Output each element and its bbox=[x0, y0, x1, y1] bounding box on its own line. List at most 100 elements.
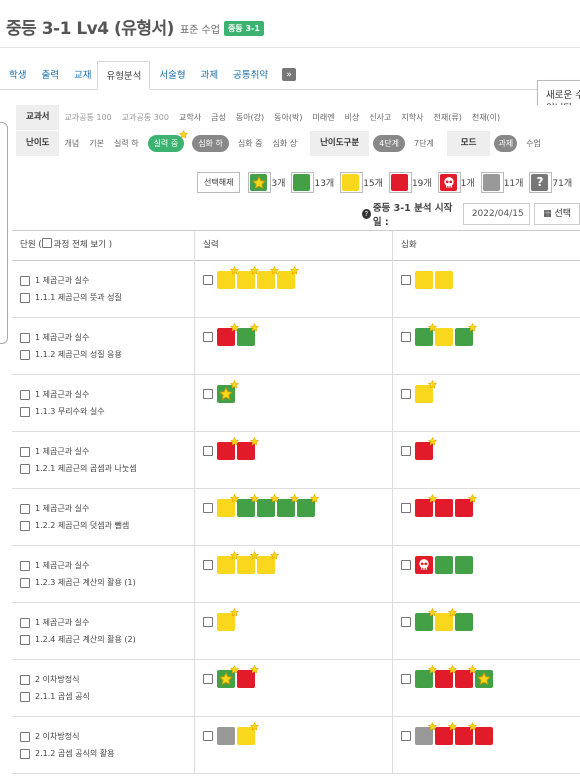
unit-checkbox[interactable] bbox=[20, 617, 30, 628]
green-mark[interactable] bbox=[415, 323, 437, 346]
reset-selection-button[interactable]: 선택해제 bbox=[197, 172, 241, 193]
skill-cell-checkbox[interactable] bbox=[203, 446, 213, 456]
textbook-option-7[interactable]: 비상 bbox=[344, 113, 360, 122]
green-mark[interactable] bbox=[415, 665, 437, 688]
textbook-option-0[interactable]: 교과공통 100 bbox=[64, 113, 112, 122]
difficulty-option-5[interactable]: 심화 중 bbox=[237, 139, 263, 148]
legend-item-red[interactable]: 19개 bbox=[388, 172, 432, 193]
green-mark[interactable] bbox=[237, 323, 259, 346]
red-mark[interactable] bbox=[455, 722, 477, 745]
textbook-option-5[interactable]: 동아(박) bbox=[274, 113, 303, 122]
legend-item-green[interactable]: 13개 bbox=[291, 172, 334, 193]
advanced-cell-checkbox[interactable] bbox=[401, 275, 411, 285]
unit-checkbox[interactable] bbox=[20, 560, 30, 571]
star-mark[interactable] bbox=[217, 665, 239, 688]
green-mark[interactable] bbox=[455, 323, 477, 346]
advanced-cell-checkbox[interactable] bbox=[401, 674, 411, 684]
skull-mark[interactable] bbox=[415, 556, 433, 574]
legend-item-gray[interactable]: 11개 bbox=[480, 172, 523, 193]
red-mark[interactable] bbox=[435, 722, 457, 745]
difficulty-option-4[interactable]: 심화 하 bbox=[192, 135, 229, 152]
yellow-mark[interactable] bbox=[237, 722, 259, 745]
subunit-checkbox[interactable] bbox=[20, 634, 30, 645]
yellow-mark[interactable] bbox=[217, 608, 239, 631]
skill-cell-checkbox[interactable] bbox=[203, 275, 213, 285]
tab-5[interactable]: 과제 bbox=[200, 70, 219, 81]
tab-4[interactable]: 서술형 bbox=[159, 70, 186, 81]
green-mark[interactable] bbox=[277, 494, 299, 517]
red-mark[interactable] bbox=[217, 437, 239, 460]
unit-checkbox[interactable] bbox=[20, 503, 30, 514]
difficulty-option-3[interactable]: 실력 중 bbox=[147, 130, 189, 152]
tab-0[interactable]: 학생 bbox=[9, 70, 27, 81]
skill-cell-checkbox[interactable] bbox=[203, 560, 213, 570]
yellow-mark[interactable] bbox=[435, 271, 453, 289]
green-mark[interactable] bbox=[237, 494, 259, 517]
more-tabs-button[interactable]: » bbox=[282, 68, 297, 81]
subunit-checkbox[interactable] bbox=[20, 577, 30, 588]
advanced-cell-checkbox[interactable] bbox=[401, 731, 411, 741]
date-select-button[interactable]: ▦ 선택 bbox=[534, 203, 580, 225]
star-mark[interactable] bbox=[475, 670, 493, 688]
textbook-option-3[interactable]: 금성 bbox=[211, 113, 226, 122]
gray-mark[interactable] bbox=[217, 727, 235, 745]
advanced-cell-checkbox[interactable] bbox=[401, 446, 411, 456]
subunit-checkbox[interactable] bbox=[20, 349, 30, 360]
unit-checkbox[interactable] bbox=[20, 275, 30, 286]
difficulty-option-0[interactable]: 개념 bbox=[64, 139, 80, 148]
red-mark[interactable] bbox=[475, 727, 493, 745]
red-mark[interactable] bbox=[435, 665, 457, 688]
show-all-checkbox[interactable] bbox=[41, 238, 52, 248]
level-split-option-0[interactable]: 4단계 bbox=[373, 135, 405, 152]
green-mark[interactable] bbox=[257, 494, 279, 517]
skill-cell-checkbox[interactable] bbox=[203, 674, 213, 684]
unit-checkbox[interactable] bbox=[20, 446, 30, 457]
skill-cell-checkbox[interactable] bbox=[203, 617, 213, 627]
mode-option-0[interactable]: 과제 bbox=[494, 135, 518, 152]
green-mark[interactable] bbox=[415, 608, 437, 631]
red-mark[interactable] bbox=[415, 437, 437, 460]
legend-item-skull[interactable]: 1개 bbox=[437, 172, 475, 193]
subunit-checkbox[interactable] bbox=[20, 748, 30, 759]
advanced-cell-checkbox[interactable] bbox=[401, 389, 411, 399]
yellow-mark[interactable] bbox=[415, 380, 437, 403]
textbook-option-8[interactable]: 신사고 bbox=[369, 113, 392, 122]
yellow-mark[interactable] bbox=[435, 608, 457, 631]
red-mark[interactable] bbox=[415, 494, 437, 517]
mode-option-1[interactable]: 수업 bbox=[526, 139, 541, 148]
textbook-option-2[interactable]: 교학사 bbox=[179, 113, 202, 122]
yellow-mark[interactable] bbox=[237, 266, 259, 289]
skill-cell-checkbox[interactable] bbox=[203, 332, 213, 342]
red-mark[interactable] bbox=[217, 323, 239, 346]
subunit-checkbox[interactable] bbox=[20, 691, 30, 702]
help-icon[interactable]: ? bbox=[362, 209, 371, 219]
red-mark[interactable] bbox=[455, 665, 477, 688]
unit-checkbox[interactable] bbox=[20, 674, 30, 685]
yellow-mark[interactable] bbox=[217, 551, 239, 574]
subunit-checkbox[interactable] bbox=[20, 520, 30, 531]
unit-checkbox[interactable] bbox=[20, 332, 30, 343]
textbook-option-10[interactable]: 천재(류) bbox=[433, 113, 462, 122]
yellow-mark[interactable] bbox=[217, 266, 239, 289]
difficulty-option-6[interactable]: 심화 상 bbox=[272, 139, 298, 148]
textbook-option-9[interactable]: 지학사 bbox=[401, 113, 424, 122]
green-mark[interactable] bbox=[455, 613, 473, 631]
advanced-cell-checkbox[interactable] bbox=[401, 332, 411, 342]
green-mark[interactable] bbox=[297, 494, 319, 517]
yellow-mark[interactable] bbox=[217, 494, 239, 517]
advanced-cell-checkbox[interactable] bbox=[401, 617, 411, 627]
yellow-mark[interactable] bbox=[237, 551, 259, 574]
red-mark[interactable] bbox=[435, 499, 453, 517]
skill-cell-checkbox[interactable] bbox=[203, 503, 213, 513]
difficulty-option-1[interactable]: 기본 bbox=[89, 139, 104, 148]
level-split-option-1[interactable]: 7단계 bbox=[413, 139, 434, 148]
tab-3[interactable]: 유형분석 bbox=[97, 61, 151, 90]
gray-mark[interactable] bbox=[415, 722, 437, 745]
green-mark[interactable] bbox=[435, 556, 453, 574]
advanced-cell-checkbox[interactable] bbox=[401, 560, 411, 570]
yellow-mark[interactable] bbox=[257, 266, 279, 289]
tab-1[interactable]: 출력 bbox=[41, 70, 59, 81]
subunit-checkbox[interactable] bbox=[20, 406, 30, 417]
red-mark[interactable] bbox=[237, 665, 259, 688]
subunit-checkbox[interactable] bbox=[20, 463, 30, 474]
